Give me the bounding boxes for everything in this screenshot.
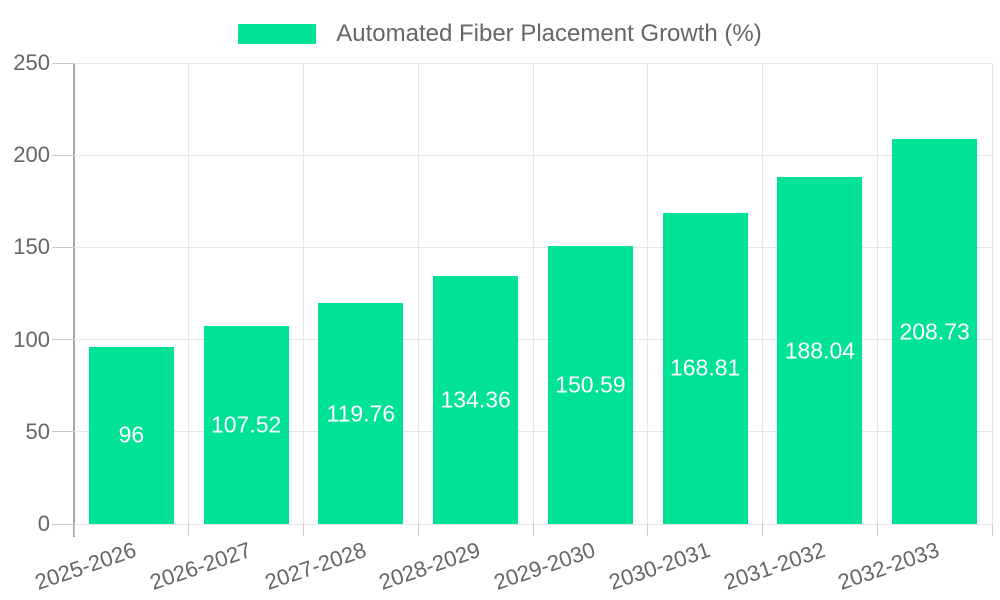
x-tick-mark	[417, 524, 419, 536]
bar-value-label: 107.52	[210, 411, 282, 438]
x-axis-label: 2025-2026	[31, 537, 140, 595]
bar	[892, 139, 978, 524]
y-tick-mark	[52, 431, 74, 433]
y-axis-label: 0	[37, 511, 50, 536]
v-gridline	[647, 63, 649, 524]
bar-value-label: 168.81	[669, 354, 741, 381]
x-tick-mark	[303, 524, 304, 536]
v-gridline	[991, 63, 993, 524]
bar-value-label: 150.59	[555, 371, 626, 398]
x-axis-label: 2026-2027	[146, 537, 255, 595]
y-tick-mark	[52, 523, 74, 525]
plot-area: 96 107.52 119.76 134.36 150.59 168.81 188.04 20…	[74, 62, 993, 525]
x-tick-mark	[532, 524, 534, 536]
x-tick-mark	[876, 524, 878, 536]
y-tick-mark	[52, 154, 74, 156]
x-tick-mark	[991, 524, 993, 536]
v-gridline	[762, 63, 763, 524]
bar	[662, 212, 748, 524]
y-axis-label: 200	[13, 142, 50, 168]
y-tick-mark	[52, 339, 74, 341]
x-axis-label: 2030-2031	[605, 537, 714, 595]
bar	[88, 346, 174, 524]
bar	[203, 325, 289, 524]
x-axis-label: 2029-2030	[490, 537, 599, 595]
y-axis-label: 100	[13, 326, 50, 352]
bar	[318, 303, 404, 524]
legend-item[interactable]: Automated Fiber Placement Growth (%)	[0, 20, 1000, 48]
bar-value-label: 188.04	[784, 337, 856, 364]
x-axis-label: 2027-2028	[261, 537, 370, 595]
v-gridline	[532, 63, 534, 524]
bar-value-label: 119.76	[326, 400, 396, 427]
y-axis-label: 250	[13, 50, 50, 75]
y-tick-mark	[52, 62, 74, 64]
v-gridline	[303, 63, 304, 524]
v-gridline	[876, 63, 878, 524]
x-tick-mark	[762, 524, 763, 536]
x-tick-mark	[73, 524, 75, 536]
bar-value-label: 134.36	[440, 386, 511, 413]
x-axis-label: 2032-2033	[835, 537, 943, 595]
bar	[547, 246, 633, 524]
legend-label: Automated Fiber Placement Growth (%)	[336, 20, 762, 47]
x-axis-label: 2028-2029	[376, 537, 484, 595]
bar	[433, 276, 519, 524]
v-gridline	[188, 63, 190, 524]
x-axis-label: 2031-2032	[720, 537, 829, 595]
y-axis-label: 150	[13, 234, 50, 260]
v-gridline	[417, 63, 419, 524]
bar	[777, 177, 863, 524]
bar-value-label: 208.73	[899, 318, 970, 345]
y-tick-mark	[52, 246, 74, 248]
x-tick-mark	[188, 524, 190, 536]
x-tick-mark	[647, 524, 649, 536]
y-axis-label: 50	[25, 418, 50, 444]
bar-value-label: 96	[118, 421, 145, 448]
y-axis-line	[73, 63, 75, 537]
legend-swatch-icon	[238, 24, 317, 44]
